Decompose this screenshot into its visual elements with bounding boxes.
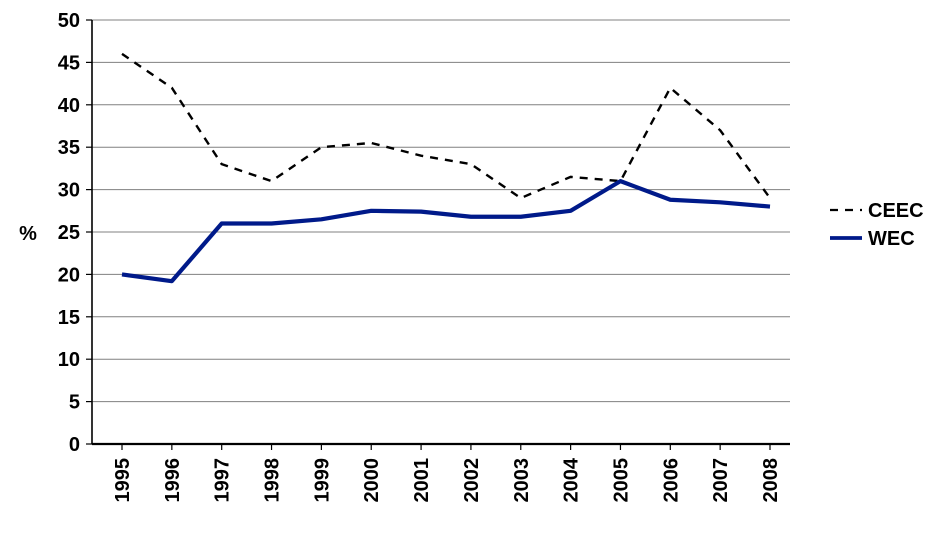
x-tick-label: 2000: [361, 458, 383, 503]
x-tick-label: 2007: [710, 458, 732, 503]
legend-label-wec: WEC: [868, 228, 915, 250]
line-chart: 0 5 10 15 20 25 30 35 40 45 50 1995 1996 1997 1998 1999…: [0, 0, 941, 553]
x-tick-label: 1996: [162, 458, 184, 503]
y-tick-label: 25: [58, 222, 80, 244]
y-tick-label: 10: [58, 349, 80, 371]
x-tick-label: 2002: [461, 458, 483, 503]
x-tick-label: 2001: [411, 458, 433, 503]
y-tick-label: 0: [69, 434, 80, 456]
x-tick-label: 1998: [262, 458, 284, 503]
y-tick-label: 5: [69, 392, 80, 414]
y-tick-label: 20: [58, 264, 80, 286]
chart-svg: 0 5 10 15 20 25 30 35 40 45 50 1995 1996 1997 1998 1999…: [0, 0, 941, 553]
x-tick-label: 1997: [212, 458, 234, 503]
y-tick-label: 50: [58, 10, 80, 32]
legend-label-ceec: CEEC: [868, 200, 924, 222]
x-tick-label: 1999: [311, 458, 333, 503]
x-tick-label: 2005: [610, 458, 632, 503]
y-tick-label: 15: [58, 307, 80, 329]
x-tick-label: 1995: [112, 458, 134, 503]
y-axis-title: %: [19, 223, 37, 245]
x-tick-label: 2003: [511, 458, 533, 503]
x-tick-label: 2006: [660, 458, 682, 503]
x-tick-label: 2008: [760, 458, 782, 503]
x-tick-label: 2004: [561, 457, 583, 502]
y-tick-label: 45: [58, 52, 80, 74]
y-tick-label: 35: [58, 137, 80, 159]
y-tick-label: 40: [58, 95, 80, 117]
y-tick-label: 30: [58, 180, 80, 202]
